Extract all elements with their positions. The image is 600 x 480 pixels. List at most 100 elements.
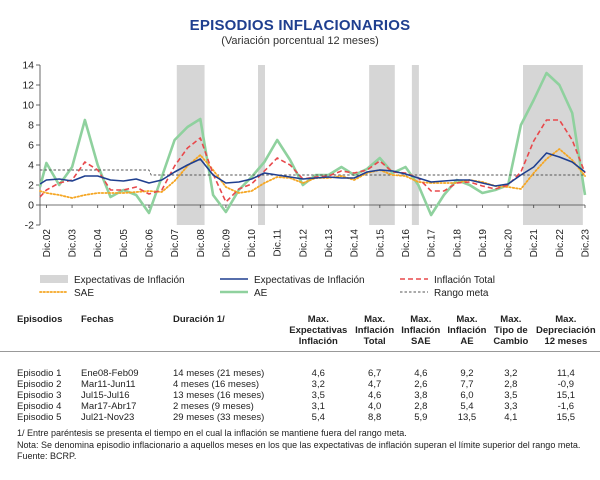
table-row: Episodio 5 Jul21-Nov23 29 meses (33 mese… (0, 412, 600, 423)
cell: 8,8 (368, 412, 382, 423)
header-max-tipo-cambio: Max. Tipo de Cambio (490, 314, 532, 352)
source-note: Fuente: BCRP. (17, 451, 77, 461)
cell: 3,3 (504, 401, 518, 412)
x-tick-label: Dic.04 (93, 229, 104, 258)
x-tick-label: Dic.19 (478, 229, 489, 258)
cell: Episodio 3 (17, 390, 62, 401)
cell: 5,4 (460, 401, 474, 412)
legend-label: AE (254, 288, 268, 299)
x-tick-label: Dic.08 (196, 229, 207, 258)
legend-label: Expectativas de Inflación (254, 275, 365, 286)
header-max-inflacion-ae: Max. Inflación AE (443, 314, 491, 352)
cell: 4,0 (368, 401, 382, 412)
table-row: Episodio 2 Mar11-Jun11 4 meses (16 meses… (0, 379, 600, 390)
x-tick-label: Dic.11 (273, 229, 284, 257)
cell: Mar11-Jun11 (81, 379, 136, 390)
x-tick-label: Dic.16 (401, 229, 412, 258)
shaded-episode-1 (176, 65, 205, 225)
cell: Episodio 5 (17, 412, 62, 423)
cell: Jul21-Nov23 (81, 412, 135, 423)
cell: 5,4 (311, 412, 325, 423)
cell: 3,8 (414, 390, 428, 401)
x-tick-label: Dic.02 (42, 229, 53, 258)
shaded-episode-2 (258, 65, 265, 225)
y-tick-label: 14 (22, 60, 34, 72)
cell: 2,8 (504, 379, 518, 390)
episodes-table: Episodios Fechas Duración 1/ Max. Expecta… (0, 314, 600, 423)
footnote-1: 1/ Entre paréntesis se presenta el tiemp… (17, 428, 407, 438)
cell: 14 meses (21 meses) (173, 368, 265, 379)
shaded-episode-3 (369, 65, 395, 225)
footnotes: 1/ Entre paréntesis se presenta el tiemp… (17, 428, 580, 463)
x-tick-label: Dic.10 (247, 229, 258, 258)
y-tick-label: 0 (28, 200, 34, 212)
x-tick-label: Dic.22 (555, 229, 566, 258)
series-line-rango-meta (40, 169, 585, 176)
x-tick-label: Dic.05 (119, 229, 130, 258)
x-tick-label: Dic.17 (427, 229, 438, 258)
cell: Jul15-Jul16 (81, 390, 130, 401)
table-row: Episodio 3 Jul15-Jul16 13 meses (16 mese… (0, 390, 600, 401)
header-episodios: Episodios (0, 314, 79, 352)
chart-title: EPISODIOS INFLACIONARIOS (189, 17, 411, 34)
cell: 2,6 (414, 379, 428, 390)
legend-label: SAE (74, 288, 94, 299)
chart-subtitle: (Variación porcentual 12 meses) (221, 35, 379, 47)
header-max-inflacion-sae: Max. Inflación SAE (397, 314, 444, 352)
x-tick-label: Dic.23 (581, 229, 592, 258)
header-max-depreciacion: Max. Depreciación 12 meses (531, 314, 600, 352)
cell: 3,2 (504, 368, 518, 379)
cell: -1,6 (557, 401, 575, 412)
y-tick-label: 10 (22, 100, 34, 112)
header-max-expectativas: Max. Expectativas Inflación (285, 314, 352, 352)
y-tick-label: 12 (22, 80, 34, 92)
series-line-expectativas-de-inflaci-n (39, 152, 586, 187)
x-tick-label: Dic.03 (68, 229, 79, 258)
cell: 4,6 (311, 368, 325, 379)
cell: Ene08-Feb09 (81, 368, 139, 379)
cell: 3,5 (504, 390, 518, 401)
shaded-episode-4 (411, 65, 419, 225)
cell: 7,7 (460, 379, 474, 390)
x-tick-label: Dic.13 (324, 229, 335, 258)
cell: Episodio 1 (17, 368, 62, 379)
header-duracion: Duración 1/ (171, 314, 285, 352)
cell: 5,9 (414, 412, 428, 423)
x-tick-label: Dic.07 (170, 229, 181, 258)
inflation-chart: -2 0 2 4 6 8 10 12 14 Dic.02 Dic.03 Dic.04 Dic.05 Dic… (22, 60, 592, 300)
x-tick-label: Dic.09 (221, 229, 232, 258)
x-tick-label: Dic.20 (504, 229, 515, 258)
table-header-row: Episodios Fechas Duración 1/ Max. Expecta… (0, 314, 600, 352)
cell: 2,8 (414, 401, 428, 412)
y-tick-label: 2 (28, 180, 34, 192)
y-tick-label: 8 (28, 120, 34, 132)
cell: 4,1 (504, 412, 518, 423)
y-tick-label: 6 (28, 140, 34, 152)
cell: 9,2 (460, 368, 474, 379)
x-tick-label: Dic.14 (350, 229, 361, 258)
cell: 13 meses (16 meses) (173, 390, 265, 401)
cell: 4 meses (16 meses) (173, 379, 260, 390)
cell: 6,0 (460, 390, 474, 401)
cell: 4,7 (368, 379, 382, 390)
x-tick-label: Dic.06 (145, 229, 156, 258)
cell: Episodio 2 (17, 379, 62, 390)
cell: 15,5 (556, 412, 576, 423)
legend-label: Inflación Total (434, 275, 495, 286)
cell: 4,6 (368, 390, 382, 401)
table-row: Episodio 4 Mar17-Abr17 2 meses (9 meses)… (0, 401, 600, 412)
header-max-inflacion-total: Max. Inflación Total (351, 314, 398, 352)
cell: -0,9 (557, 379, 575, 390)
legend-label: Rango meta (434, 288, 489, 299)
cell: Episodio 4 (17, 401, 62, 412)
x-tick-label: Dic.18 (452, 229, 463, 258)
cell: 2 meses (9 meses) (173, 401, 254, 412)
header-fechas: Fechas (79, 314, 171, 352)
cell: Mar17-Abr17 (81, 401, 137, 412)
cell: 15,1 (556, 390, 576, 401)
cell: 11,4 (556, 368, 575, 379)
x-tick-label: Dic.21 (529, 229, 540, 258)
table-row: Episodio 1 Ene08-Feb09 14 meses (21 mese… (0, 352, 600, 380)
series-line-ae (38, 71, 587, 217)
cell: 13,5 (457, 412, 477, 423)
